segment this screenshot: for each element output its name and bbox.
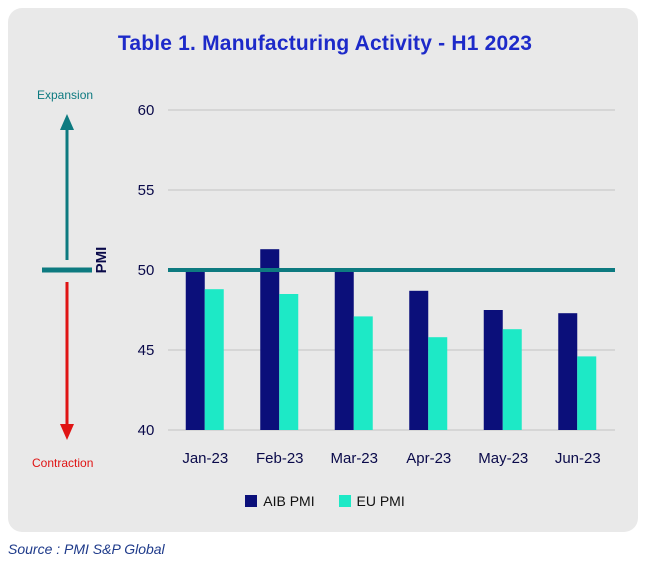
contraction-arrowhead bbox=[60, 424, 74, 440]
bar-eu-apr-23 bbox=[428, 337, 448, 430]
x-tick-label: Mar-23 bbox=[330, 450, 378, 467]
legend-swatch-aib bbox=[245, 495, 258, 507]
x-tick-label: Jun-23 bbox=[555, 450, 601, 467]
expansion-label: Expansion bbox=[37, 88, 94, 102]
legend-swatch-eu bbox=[338, 495, 351, 507]
x-tick-label: Feb-23 bbox=[256, 450, 304, 467]
y-tick-label: 50 bbox=[138, 262, 155, 279]
bar-aib-may-23 bbox=[483, 310, 503, 430]
x-tick-label: May-23 bbox=[478, 450, 528, 467]
source-note: Source : PMI S&P Global bbox=[8, 541, 165, 557]
y-tick-label: 40 bbox=[138, 422, 155, 439]
legend-label-eu: EU PMI bbox=[356, 493, 405, 509]
bar-eu-may-23 bbox=[502, 329, 522, 430]
bar-aib-jan-23 bbox=[185, 270, 205, 430]
bars bbox=[185, 249, 597, 430]
expansion-arrowhead bbox=[60, 114, 74, 130]
bar-eu-jan-23 bbox=[204, 289, 224, 430]
bar-aib-feb-23 bbox=[260, 249, 280, 430]
chart-title: Table 1. Manufacturing Activity - H1 202… bbox=[117, 32, 533, 55]
y-tick-label: 60 bbox=[138, 102, 155, 119]
x-tick-label: Apr-23 bbox=[406, 450, 451, 467]
bar-aib-apr-23 bbox=[409, 290, 429, 430]
legend-item-aib: AIB PMI bbox=[245, 493, 315, 509]
contraction-label: Contraction bbox=[32, 456, 94, 470]
legend-label-aib: AIB PMI bbox=[263, 493, 315, 509]
x-tick-label: Jan-23 bbox=[182, 450, 228, 467]
x-tick-labels: Jan-23 Feb-23 Mar-23 Apr-23 May-23 Jun-23 bbox=[182, 450, 600, 467]
bar-eu-jun-23 bbox=[577, 356, 597, 430]
legend: AIB PMI EU PMI bbox=[0, 493, 650, 509]
y-tick-label: 55 bbox=[138, 182, 155, 199]
legend-item-eu: EU PMI bbox=[338, 493, 405, 509]
y-tick-label: 45 bbox=[138, 342, 155, 359]
y-axis-label: PMI bbox=[93, 247, 110, 274]
bar-eu-feb-23 bbox=[279, 294, 299, 430]
bar-aib-mar-23 bbox=[334, 271, 354, 430]
expansion-contraction-arrows bbox=[60, 114, 74, 440]
bar-eu-mar-23 bbox=[353, 316, 373, 430]
bar-aib-jun-23 bbox=[558, 313, 578, 430]
y-tick-labels: 40 45 50 55 60 bbox=[138, 102, 155, 439]
